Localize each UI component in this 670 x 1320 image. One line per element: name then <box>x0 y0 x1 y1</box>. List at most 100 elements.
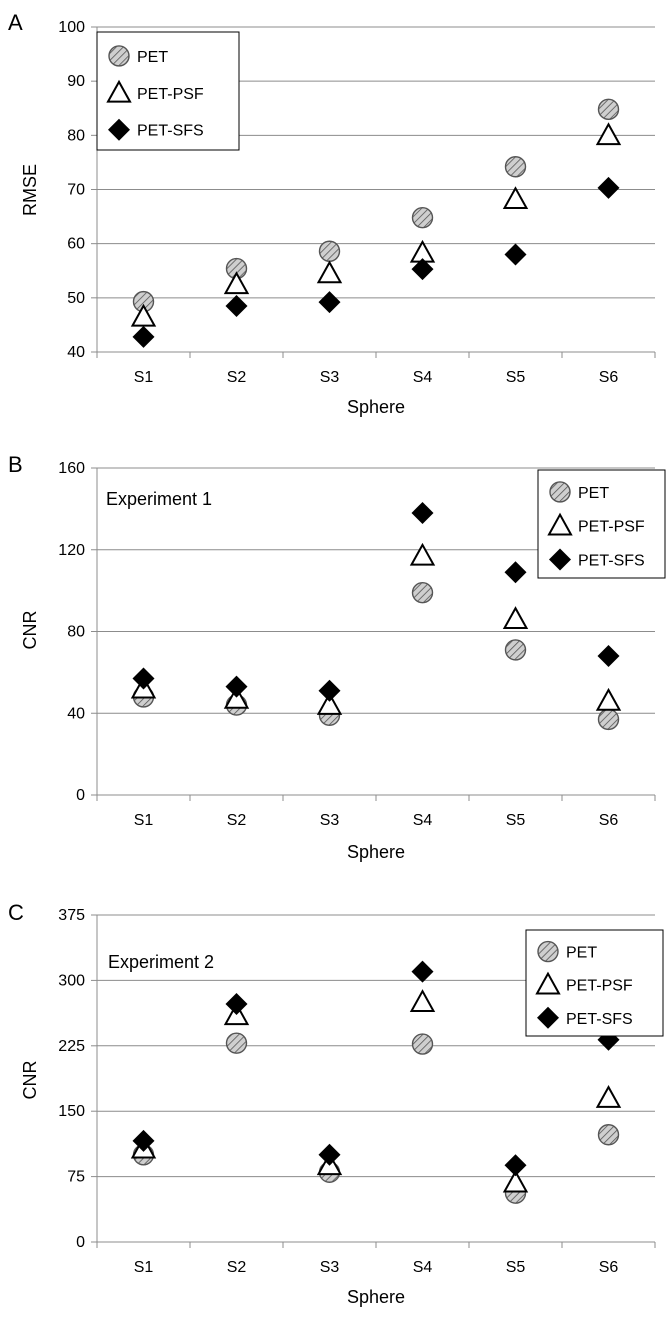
data-point-pet-psf <box>502 1169 529 1193</box>
data-point-pet-psf <box>223 271 250 295</box>
y-tick-label: 70 <box>67 182 85 199</box>
x-tick-label: S3 <box>320 812 340 829</box>
x-tick-label: S6 <box>599 369 619 386</box>
data-point-pet-sfs <box>132 1129 155 1152</box>
y-tick-label: 375 <box>58 907 85 924</box>
data-point-pet <box>411 1033 434 1055</box>
legend-entry-pet-psf: PET-PSF <box>137 86 204 103</box>
x-tick-label: S6 <box>599 812 619 829</box>
x-tick-label: S4 <box>413 812 433 829</box>
chart-panel-c: 0 75 150 225 300 375 S1 S2 S3 S4 S5 S6 Sphere CNR C Exp… <box>8 900 664 1307</box>
data-point-pet-psf <box>223 685 250 709</box>
legend-entry-pet-sfs: PET-SFS <box>578 552 645 569</box>
y-tick-label: 40 <box>67 344 85 361</box>
x-tick-label: S5 <box>506 1259 526 1276</box>
data-point-pet <box>504 639 527 661</box>
data-point-pet-psf <box>502 186 529 210</box>
y-axis-label: RMSE <box>20 164 40 216</box>
legend-marker-pet-sfs <box>537 1006 559 1029</box>
y-axis-label: CNR <box>20 1061 40 1100</box>
panel-letter: B <box>8 452 23 477</box>
y-tick-label: 75 <box>67 1169 85 1186</box>
legend-entry-pet: PET <box>137 49 168 66</box>
x-tick-label: S2 <box>227 369 247 386</box>
x-tick-label: S5 <box>506 812 526 829</box>
data-point-pet <box>411 581 434 604</box>
x-tick-label: S1 <box>134 369 154 386</box>
x-tick-label: S3 <box>320 369 340 386</box>
data-point-pet-sfs <box>411 258 434 281</box>
y-tick-label: 0 <box>76 1234 85 1251</box>
data-point-pet <box>318 240 341 262</box>
data-point-pet-sfs <box>597 176 620 199</box>
data-point-pet-sfs <box>132 667 155 690</box>
x-tick-label: S1 <box>134 1259 154 1276</box>
legend: PET PET-PSF PET-SFS <box>96 31 240 151</box>
data-point-pet-sfs <box>504 243 527 266</box>
data-point-pet-psf <box>502 606 529 630</box>
y-tick-label: 40 <box>67 705 85 722</box>
legend-entry-pet-sfs: PET-SFS <box>566 1011 633 1028</box>
data-point-pet <box>225 1032 248 1054</box>
data-point-pet-psf <box>130 303 157 327</box>
data-point-pet-sfs <box>411 501 434 524</box>
chart-panel-a: 40 50 60 70 80 90 100 S1 S2 S3 S4 S5 S6 Sphere RMSE A PE… <box>8 10 656 417</box>
experiment-annotation: Experiment 2 <box>108 952 214 972</box>
legend-entry-pet: PET <box>566 945 597 962</box>
y-tick-label: 50 <box>67 290 85 307</box>
data-point-pet-sfs <box>504 1154 527 1177</box>
legend-marker-pet <box>537 940 559 963</box>
x-axis-label: Sphere <box>347 1287 405 1307</box>
legend-entry-pet-psf: PET-PSF <box>578 519 645 536</box>
x-tick-label: S3 <box>320 1259 340 1276</box>
data-point-pet-sfs <box>411 960 434 983</box>
data-point-pet-psf <box>316 260 343 284</box>
x-tick-label: S2 <box>227 812 247 829</box>
data-point-pet-psf <box>316 692 343 715</box>
data-point-pet-psf <box>595 687 622 711</box>
legend-entry-pet-sfs: PET-SFS <box>137 123 204 140</box>
panel-letter: C <box>8 900 24 925</box>
data-point-pet <box>411 206 434 229</box>
data-point-pet-sfs <box>225 294 248 317</box>
y-axis-label: CNR <box>20 611 40 650</box>
y-tick-label: 80 <box>67 127 85 144</box>
legend-marker-pet-sfs <box>108 118 130 141</box>
data-point-pet-sfs <box>132 325 155 348</box>
legend-marker-pet-psf <box>535 971 561 995</box>
data-point-pet-psf <box>409 542 436 566</box>
experiment-annotation: Experiment 1 <box>106 489 212 509</box>
panel-letter: A <box>8 10 23 35</box>
legend-marker-pet-sfs <box>549 548 571 571</box>
y-tick-label: 300 <box>58 972 85 989</box>
legend: PET PET-PSF PET-SFS <box>537 469 666 579</box>
x-tick-label: S1 <box>134 812 154 829</box>
data-point-pet-psf <box>409 989 436 1012</box>
chart-panel-b: 0 40 80 120 160 S1 S2 S3 S4 S5 S6 Sphere CNR B Experim… <box>8 452 666 862</box>
x-tick-label: S4 <box>413 1259 433 1276</box>
x-tick-label: S6 <box>599 1259 619 1276</box>
data-point-pet-sfs <box>318 1143 341 1166</box>
y-tick-label: 150 <box>58 1103 85 1120</box>
y-tick-label: 120 <box>58 542 85 559</box>
legend-entry-pet: PET <box>578 485 609 502</box>
legend-marker-pet <box>549 481 571 503</box>
data-point-pet-sfs <box>504 561 527 584</box>
data-point-pet-sfs <box>225 992 248 1015</box>
y-tick-label: 90 <box>67 73 85 90</box>
y-tick-label: 0 <box>76 787 85 804</box>
data-point-pet-sfs <box>597 645 620 668</box>
x-axis-label: Sphere <box>347 842 405 862</box>
y-tick-label: 225 <box>58 1038 85 1055</box>
data-point-pet-psf <box>595 1085 622 1108</box>
y-tick-label: 160 <box>58 460 85 477</box>
legend-marker-pet-psf <box>547 512 573 536</box>
data-point-pet <box>597 708 620 731</box>
x-tick-label: S4 <box>413 369 433 386</box>
data-point-pet-sfs <box>318 291 341 314</box>
x-tick-label: S2 <box>227 1259 247 1276</box>
data-point-pet-psf <box>595 122 622 146</box>
x-axis-label: Sphere <box>347 397 405 417</box>
data-point-pet-sfs <box>225 675 248 698</box>
